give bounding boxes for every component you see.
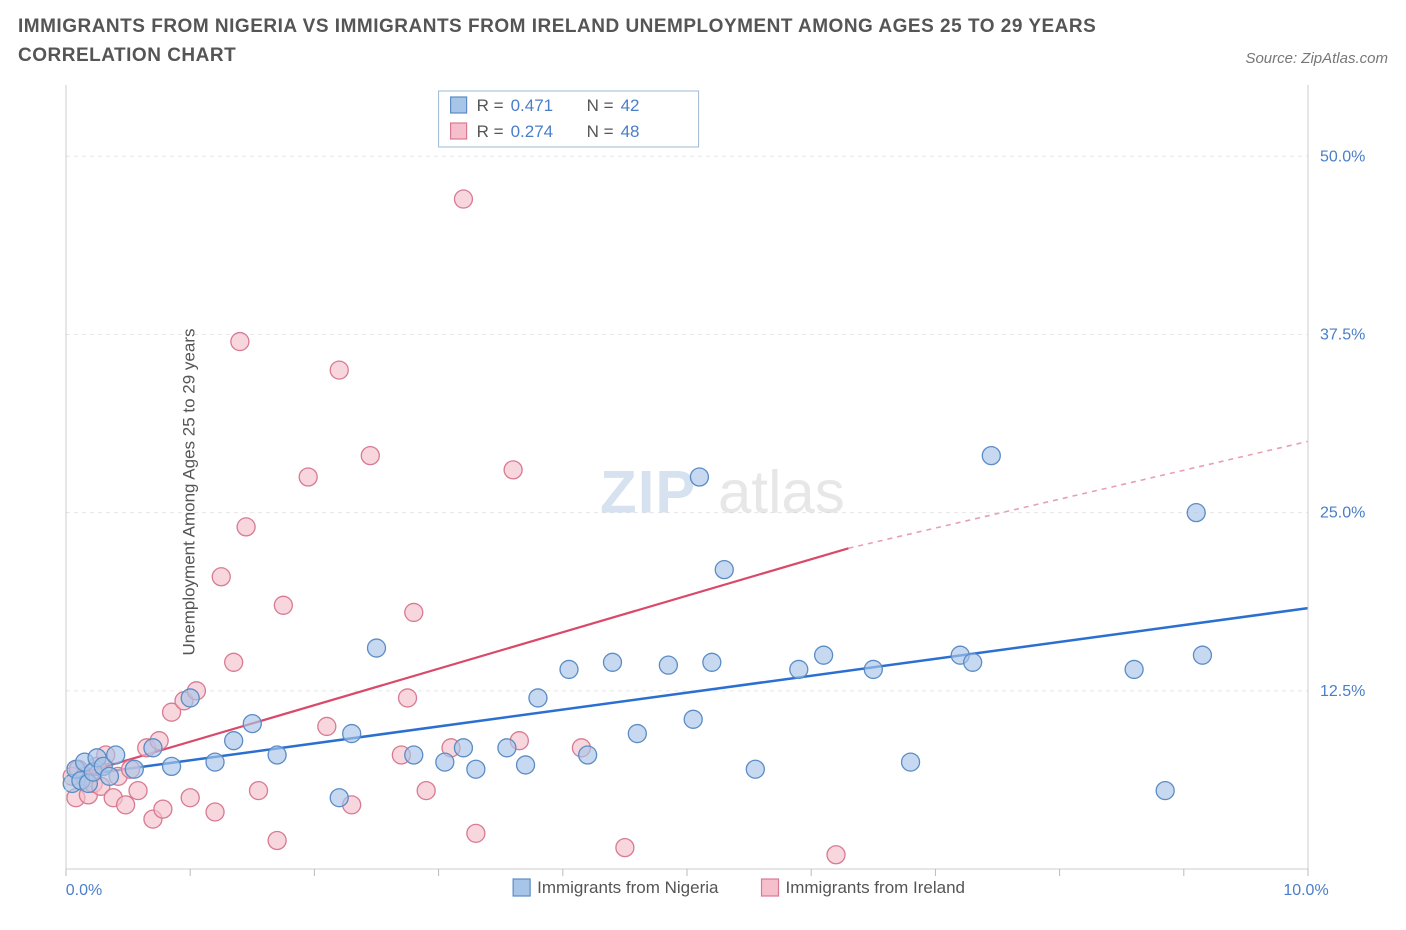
x-label-left: 0.0% xyxy=(66,882,102,899)
point-pink xyxy=(212,568,230,586)
point-blue xyxy=(517,756,535,774)
page-title: IMMIGRANTS FROM NIGERIA VS IMMIGRANTS FR… xyxy=(18,12,1138,71)
legend-swatch-pink xyxy=(762,879,779,896)
point-blue xyxy=(268,746,286,764)
trend-line-pink-dash xyxy=(848,441,1308,548)
point-blue xyxy=(560,660,578,678)
point-blue xyxy=(343,724,361,742)
point-blue xyxy=(1125,660,1143,678)
chart-container: Unemployment Among Ages 25 to 29 years 1… xyxy=(18,77,1388,907)
point-blue xyxy=(1187,504,1205,522)
y-tick-label: 50.0% xyxy=(1320,148,1365,165)
point-blue xyxy=(405,746,423,764)
point-pink xyxy=(467,824,485,842)
point-blue xyxy=(368,639,386,657)
y-tick-label: 37.5% xyxy=(1320,326,1365,343)
point-blue xyxy=(225,732,243,750)
stats-r-value: 0.274 xyxy=(511,122,554,141)
point-pink xyxy=(181,789,199,807)
point-blue xyxy=(982,446,1000,464)
point-blue xyxy=(1193,646,1211,664)
point-pink xyxy=(129,781,147,799)
point-pink xyxy=(417,781,435,799)
point-blue xyxy=(243,714,261,732)
point-pink xyxy=(361,446,379,464)
point-pink xyxy=(250,781,268,799)
x-label-right: 10.0% xyxy=(1283,882,1328,899)
point-pink xyxy=(827,846,845,864)
point-blue xyxy=(790,660,808,678)
legend-swatch-blue xyxy=(513,879,530,896)
point-blue xyxy=(690,468,708,486)
point-blue xyxy=(100,767,118,785)
y-tick-label: 12.5% xyxy=(1320,683,1365,700)
point-blue xyxy=(659,656,677,674)
point-blue xyxy=(684,710,702,728)
point-pink xyxy=(504,461,522,479)
point-blue xyxy=(454,739,472,757)
stats-swatch xyxy=(451,97,467,113)
point-blue xyxy=(181,689,199,707)
point-blue xyxy=(902,753,920,771)
point-pink xyxy=(117,796,135,814)
point-pink xyxy=(154,800,172,818)
stats-n-value: 42 xyxy=(621,96,640,115)
point-blue xyxy=(964,653,982,671)
point-blue xyxy=(1156,781,1174,799)
point-pink xyxy=(237,518,255,536)
point-pink xyxy=(399,689,417,707)
source-label: Source: ZipAtlas.com xyxy=(1245,50,1388,71)
point-blue xyxy=(579,746,597,764)
stats-r-label: R = xyxy=(477,96,504,115)
point-pink xyxy=(231,332,249,350)
point-pink xyxy=(274,596,292,614)
stats-r-label: R = xyxy=(477,122,504,141)
point-blue xyxy=(467,760,485,778)
scatter-plot: 12.5% 25.0% 37.5% 50.0% ZIP atlas 0.0% 10.0% Imm… xyxy=(18,77,1388,907)
point-pink xyxy=(405,603,423,621)
point-blue xyxy=(436,753,454,771)
point-pink xyxy=(206,803,224,821)
point-blue xyxy=(864,660,882,678)
point-blue xyxy=(715,561,733,579)
watermark-light: atlas xyxy=(718,459,845,526)
trend-line-blue xyxy=(72,608,1308,776)
legend-label-pink: Immigrants from Ireland xyxy=(786,878,966,897)
point-blue xyxy=(206,753,224,771)
y-tick-label: 25.0% xyxy=(1320,505,1365,522)
point-pink xyxy=(299,468,317,486)
point-pink xyxy=(268,831,286,849)
y-axis-label: Unemployment Among Ages 25 to 29 years xyxy=(179,328,199,655)
point-blue xyxy=(330,789,348,807)
point-blue xyxy=(529,689,547,707)
point-blue xyxy=(163,757,181,775)
point-pink xyxy=(225,653,243,671)
point-blue xyxy=(703,653,721,671)
stats-swatch xyxy=(451,123,467,139)
stats-r-value: 0.471 xyxy=(511,96,554,115)
point-pink xyxy=(616,838,634,856)
stats-n-label: N = xyxy=(587,96,614,115)
point-blue xyxy=(603,653,621,671)
point-blue xyxy=(746,760,764,778)
stats-n-label: N = xyxy=(587,122,614,141)
point-blue xyxy=(144,739,162,757)
watermark-bold: ZIP xyxy=(600,459,696,526)
point-blue xyxy=(125,760,143,778)
point-pink xyxy=(318,717,336,735)
point-pink xyxy=(330,361,348,379)
point-blue xyxy=(107,746,125,764)
point-blue xyxy=(498,739,516,757)
point-blue xyxy=(628,724,646,742)
stats-n-value: 48 xyxy=(621,122,640,141)
legend-label-blue: Immigrants from Nigeria xyxy=(537,878,719,897)
point-blue xyxy=(815,646,833,664)
point-pink xyxy=(454,190,472,208)
